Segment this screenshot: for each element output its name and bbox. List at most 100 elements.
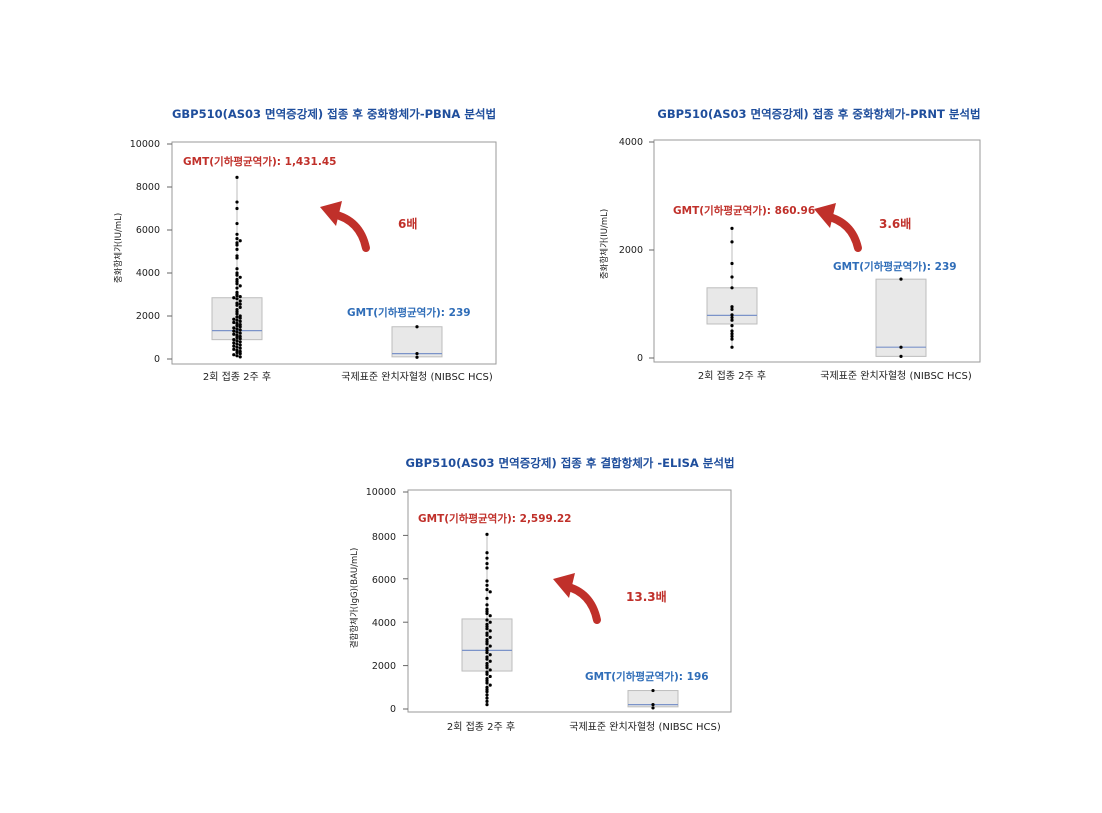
y-tick-label: 6000: [136, 225, 160, 236]
data-point: [488, 614, 492, 618]
data-point: [235, 324, 239, 328]
data-point: [730, 315, 734, 320]
chart-title: GBP510(AS03 면역증강제) 접종 후 중화항체가-PBNA 분석법: [172, 107, 496, 121]
data-point: [232, 353, 236, 357]
data-point: [730, 324, 734, 328]
y-tick-label: 2000: [372, 661, 396, 672]
category-label: 2회 접종 2주 후: [447, 721, 515, 733]
data-point: [730, 334, 734, 338]
y-tick-label: 4000: [372, 618, 396, 629]
y-tick-label: 6000: [372, 575, 396, 586]
data-point: [730, 286, 734, 290]
data-point: [485, 642, 489, 646]
ratio-label: 3.6배: [879, 216, 911, 231]
data-point: [238, 275, 242, 279]
comparison-arrow: [553, 573, 601, 624]
plot-area: [706, 226, 927, 358]
data-point: [899, 345, 903, 349]
data-point: [730, 307, 734, 311]
chart-title: GBP510(AS03 면역증강제) 접종 후 결합항체가 -ELISA 분석법: [405, 456, 734, 470]
data-point: [415, 352, 419, 356]
data-point: [730, 332, 734, 336]
data-point: [485, 666, 489, 670]
data-point: [730, 345, 734, 349]
chart-title: GBP510(AS03 면역증강제) 접종 후 중화항체가-PRNT 분석법: [657, 107, 980, 121]
data-point: [485, 579, 489, 583]
y-axis: 0 2000 4000: [619, 137, 654, 364]
category-label: 국제표준 완치자혈청 (NIBSC HCS): [341, 370, 493, 383]
data-point: [235, 247, 239, 251]
data-point: [651, 688, 655, 693]
data-point: [485, 672, 489, 676]
data-point: [235, 267, 239, 271]
data-point: [485, 556, 489, 560]
y-tick-label: 0: [154, 354, 160, 365]
data-point: [485, 696, 489, 700]
data-point: [899, 277, 903, 281]
data-point: [235, 282, 239, 286]
data-point: [232, 344, 236, 348]
data-point: [235, 354, 239, 358]
data-point: [485, 657, 489, 661]
plot-frame: [653, 139, 981, 363]
data-point: [238, 319, 242, 323]
data-point: [232, 317, 236, 321]
data-point: [651, 703, 655, 707]
data-point: [238, 346, 242, 350]
data-point: [485, 588, 489, 592]
data-point: [730, 337, 734, 341]
data-point: [730, 329, 734, 333]
data-point: [485, 618, 489, 622]
data-point: [899, 354, 903, 358]
plot-frame: [407, 489, 732, 713]
y-axis-label: 중화항체가(IU/mL): [599, 209, 610, 279]
data-point: [235, 175, 239, 179]
gmt-label-reference: GMT(기하평균역가): 239: [833, 260, 957, 273]
chart-pbna: GBP510(AS03 면역증강제) 접종 후 중화항체가-PBNA 분석법 0…: [113, 107, 497, 383]
data-point: [485, 611, 489, 616]
data-point: [238, 355, 242, 359]
data-point: [730, 226, 734, 230]
data-point: [485, 596, 489, 600]
y-axis-label: 중화항체가(IU/mL): [113, 213, 124, 283]
data-point: [488, 620, 492, 624]
plot-frame: [171, 141, 497, 365]
data-point: [730, 275, 734, 279]
chart-elisa: GBP510(AS03 면역증강제) 접종 후 결합항체가 -ELISA 분석법…: [349, 456, 735, 733]
data-point: [488, 668, 492, 672]
data-point: [238, 331, 242, 335]
data-point: [485, 562, 489, 566]
data-point: [485, 566, 489, 570]
plot-area: [461, 532, 679, 710]
y-tick-label: 10000: [366, 487, 396, 498]
data-point: [232, 332, 236, 336]
data-point: [238, 299, 242, 303]
data-point: [485, 627, 489, 631]
data-point: [235, 339, 239, 343]
data-point: [232, 326, 236, 330]
comparison-arrow: [320, 201, 370, 252]
y-axis: 0 2000 4000 6000 8000 10000: [130, 139, 172, 365]
data-point: [235, 237, 239, 241]
data-point: [235, 256, 239, 260]
y-tick-label: 0: [390, 704, 396, 715]
category-label: 국제표준 완치자혈청 (NIBSC HCS): [820, 369, 972, 382]
category-label: 국제표준 완치자혈청 (NIBSC HCS): [569, 720, 721, 733]
data-point: [235, 293, 239, 298]
data-point: [235, 200, 239, 204]
data-point: [730, 240, 734, 244]
data-point: [238, 336, 242, 341]
data-point: [235, 345, 239, 349]
data-point: [238, 325, 242, 329]
data-point: [238, 284, 242, 288]
data-point: [235, 297, 239, 301]
y-tick-label: 4000: [619, 137, 643, 148]
data-point: [238, 305, 242, 309]
data-point: [651, 706, 655, 710]
data-point: [235, 312, 239, 316]
data-point: [235, 315, 239, 319]
data-point: [488, 659, 492, 663]
data-point: [415, 355, 419, 359]
y-tick-label: 8000: [136, 182, 160, 193]
